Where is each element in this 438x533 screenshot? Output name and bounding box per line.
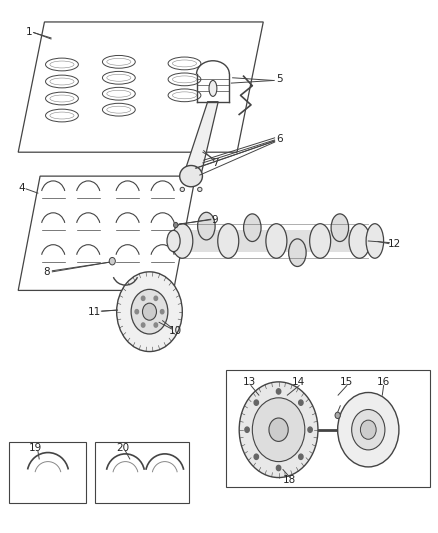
Text: 16: 16: [376, 377, 389, 387]
Circle shape: [252, 398, 304, 462]
Circle shape: [244, 427, 249, 432]
Circle shape: [307, 427, 311, 432]
Text: 13: 13: [242, 377, 255, 387]
Text: 14: 14: [291, 377, 304, 387]
Text: 15: 15: [339, 377, 352, 387]
Circle shape: [141, 296, 145, 301]
Circle shape: [131, 289, 167, 334]
Bar: [180, 230, 230, 252]
Circle shape: [268, 418, 288, 441]
Text: 6: 6: [276, 134, 283, 144]
Bar: [274, 230, 321, 252]
Text: 9: 9: [211, 215, 218, 225]
Circle shape: [254, 400, 258, 405]
Circle shape: [276, 465, 280, 471]
Ellipse shape: [348, 224, 369, 259]
Circle shape: [254, 454, 258, 459]
Circle shape: [298, 400, 302, 405]
Ellipse shape: [365, 224, 383, 259]
Ellipse shape: [197, 187, 201, 191]
Ellipse shape: [243, 214, 261, 241]
Ellipse shape: [309, 224, 330, 259]
Circle shape: [142, 303, 156, 320]
Text: 11: 11: [88, 306, 101, 317]
Circle shape: [360, 420, 375, 439]
Circle shape: [109, 257, 115, 265]
Polygon shape: [183, 102, 218, 176]
Text: 18: 18: [282, 475, 296, 485]
Circle shape: [117, 272, 182, 352]
Ellipse shape: [288, 239, 305, 266]
Polygon shape: [18, 22, 263, 152]
Circle shape: [135, 310, 138, 314]
Polygon shape: [18, 176, 195, 290]
Bar: [317, 230, 361, 252]
Text: 19: 19: [29, 443, 42, 453]
Circle shape: [334, 412, 339, 418]
Bar: [10, 442, 86, 503]
Ellipse shape: [166, 230, 180, 252]
Circle shape: [154, 323, 157, 327]
Ellipse shape: [179, 165, 202, 187]
Text: 12: 12: [387, 239, 400, 248]
Circle shape: [298, 454, 302, 459]
Text: 20: 20: [117, 443, 130, 453]
Circle shape: [351, 409, 384, 450]
Text: 4: 4: [18, 183, 25, 193]
Ellipse shape: [180, 187, 184, 191]
Circle shape: [337, 392, 398, 467]
Text: 8: 8: [43, 267, 50, 277]
Ellipse shape: [208, 80, 216, 96]
Ellipse shape: [197, 212, 215, 240]
Ellipse shape: [171, 224, 192, 259]
Bar: [226, 230, 278, 252]
Text: 10: 10: [169, 326, 182, 336]
Text: 5: 5: [276, 75, 282, 84]
Circle shape: [239, 382, 317, 478]
Bar: [226, 370, 428, 487]
Ellipse shape: [330, 214, 348, 241]
Circle shape: [154, 296, 157, 301]
Bar: [95, 442, 188, 503]
Circle shape: [160, 310, 163, 314]
Ellipse shape: [265, 224, 286, 259]
Circle shape: [141, 323, 145, 327]
Circle shape: [276, 389, 280, 394]
Circle shape: [173, 222, 177, 228]
Ellipse shape: [217, 224, 238, 259]
Text: 7: 7: [211, 158, 218, 168]
Text: 1: 1: [26, 27, 32, 37]
